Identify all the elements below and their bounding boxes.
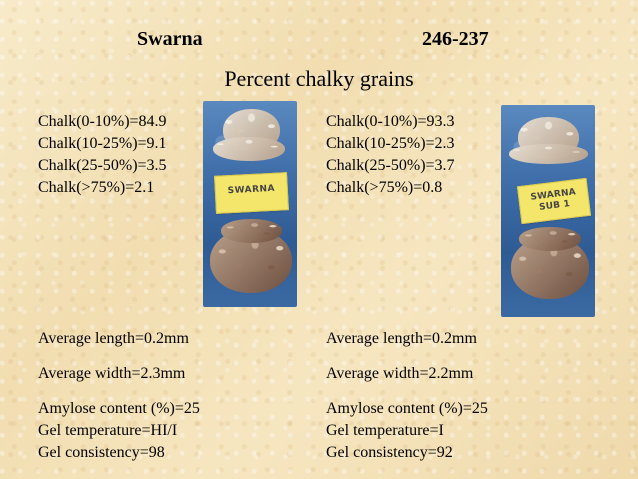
left-upper-grain-band [213, 137, 285, 161]
left-gel-temperature: Gel temperature=HI/I [38, 422, 178, 439]
right-chalk-over-75: Chalk(>75%)=0.8 [326, 179, 443, 196]
left-chalk-0-10: Chalk(0-10%)=84.9 [38, 113, 167, 130]
right-sample-tag: SWARNA SUB 1 [516, 177, 592, 225]
right-chalk-list: Chalk(0-10%)=93.3 Chalk(10-25%)=2.3 Chal… [326, 111, 455, 199]
left-properties: Amylose content (%)=25 Gel temperature=H… [38, 398, 200, 464]
right-average-length: Average length=0.2mm [326, 330, 477, 347]
left-amylose-content: Amylose content (%)=25 [38, 400, 200, 417]
left-chalk-25-50: Chalk(25-50%)=3.5 [38, 157, 167, 174]
left-lower-grain-band [221, 219, 282, 243]
left-average-width: Average width=2.3mm [38, 365, 186, 382]
right-average-width: Average width=2.2mm [326, 365, 474, 382]
left-chalk-10-25: Chalk(10-25%)=9.1 [38, 135, 167, 152]
right-properties: Amylose content (%)=25 Gel temperature=I… [326, 398, 488, 464]
left-gel-consistency: Gel consistency=98 [38, 444, 165, 461]
left-chalk-over-75: Chalk(>75%)=2.1 [38, 179, 155, 196]
left-column-title: Swarna [137, 28, 203, 50]
right-gel-consistency: Gel consistency=92 [326, 444, 453, 461]
left-average-length: Average length=0.2mm [38, 330, 189, 347]
right-amylose-content: Amylose content (%)=25 [326, 400, 488, 417]
right-upper-grain-band [509, 144, 588, 164]
left-chalk-list: Chalk(0-10%)=84.9 Chalk(10-25%)=9.1 Chal… [38, 111, 167, 199]
right-gel-temperature: Gel temperature=I [326, 422, 444, 439]
left-tag-text: SWARNA [227, 183, 276, 197]
right-chalk-0-10: Chalk(0-10%)=93.3 [326, 113, 455, 130]
right-chalk-10-25: Chalk(10-25%)=2.3 [326, 135, 455, 152]
left-sample-tag: SWARNA [214, 172, 289, 214]
right-grain-photo: SWARNA SUB 1 [501, 105, 595, 317]
left-grain-photo: SWARNA [203, 101, 297, 307]
right-column-title: 246-237 [422, 28, 489, 50]
right-chalk-25-50: Chalk(25-50%)=3.7 [326, 157, 455, 174]
slide-subtitle: Percent chalky grains [224, 66, 414, 91]
right-lower-grain-band [519, 227, 581, 251]
